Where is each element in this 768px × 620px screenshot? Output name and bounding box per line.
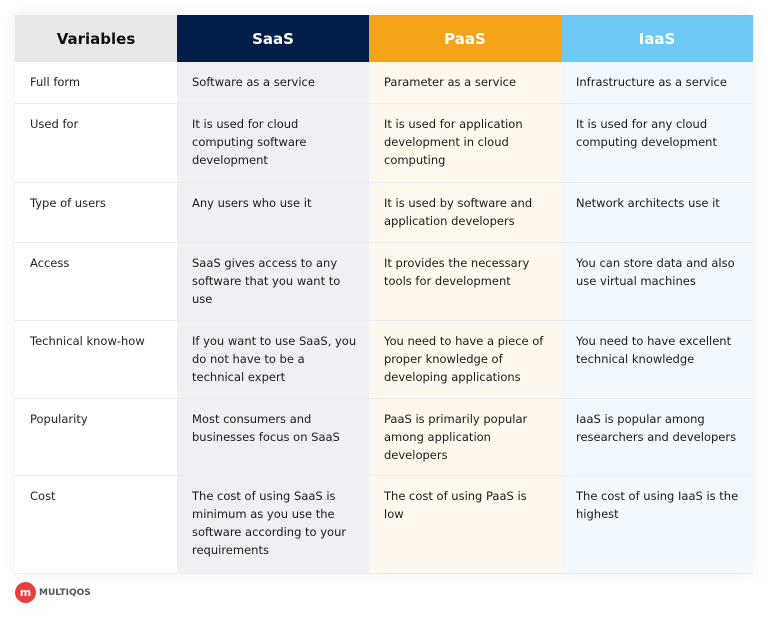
- table-row: Type of users Any users who use it It is u…: [15, 183, 753, 243]
- paas-cell: Parameter as a service: [369, 62, 561, 103]
- table-row: Access SaaS gives access to any software …: [15, 243, 753, 321]
- row-label: Used for: [15, 104, 177, 182]
- comparison-table: Variables SaaS PaaS IaaS Full form Softwa…: [15, 15, 753, 574]
- paas-cell: It is used by software and application d…: [369, 183, 561, 242]
- row-label: Access: [15, 243, 177, 320]
- saas-cell: It is used for cloud computing software …: [177, 104, 369, 182]
- header-variables: Variables: [15, 15, 177, 62]
- saas-cell: The cost of using SaaS is minimum as you…: [177, 476, 369, 573]
- table-row: Cost The cost of using SaaS is minimum as…: [15, 476, 753, 574]
- iaas-cell: The cost of using IaaS is the highest: [561, 476, 753, 573]
- saas-cell: If you want to use SaaS, you do not have…: [177, 321, 369, 398]
- iaas-cell: It is used for any cloud computing devel…: [561, 104, 753, 182]
- table-row: Technical know-how If you want to use Saa…: [15, 321, 753, 399]
- row-label: Full form: [15, 62, 177, 103]
- iaas-cell: You can store data and also use virtual …: [561, 243, 753, 320]
- table-row: Full form Software as a service Parameter …: [15, 62, 753, 104]
- table-row: Popularity Most consumers and businesses …: [15, 399, 753, 476]
- row-label: Cost: [15, 476, 177, 573]
- iaas-cell: Network architects use it: [561, 183, 753, 242]
- multiqos-logo: m MULTIQOS: [15, 582, 91, 603]
- paas-cell: PaaS is primarily popular among applicat…: [369, 399, 561, 475]
- iaas-cell: Infrastructure as a service: [561, 62, 753, 103]
- paas-cell: It provides the necessary tools for deve…: [369, 243, 561, 320]
- saas-cell: SaaS gives access to any software that y…: [177, 243, 369, 320]
- paas-cell: It is used for application development i…: [369, 104, 561, 182]
- row-label: Technical know-how: [15, 321, 177, 398]
- header-row: Variables SaaS PaaS IaaS: [15, 15, 753, 62]
- saas-cell: Software as a service: [177, 62, 369, 103]
- logo-mark-icon: m: [15, 582, 36, 603]
- table-row: Used for It is used for cloud computing s…: [15, 104, 753, 183]
- paas-cell: You need to have a piece of proper knowl…: [369, 321, 561, 398]
- row-label: Popularity: [15, 399, 177, 475]
- saas-cell: Any users who use it: [177, 183, 369, 242]
- paas-cell: The cost of using PaaS is low: [369, 476, 561, 573]
- row-label: Type of users: [15, 183, 177, 242]
- header-iaas: IaaS: [561, 15, 753, 62]
- header-saas: SaaS: [177, 15, 369, 62]
- iaas-cell: You need to have excellent technical kno…: [561, 321, 753, 398]
- logo-text: MULTIQOS: [39, 587, 91, 598]
- header-paas: PaaS: [369, 15, 561, 62]
- iaas-cell: IaaS is popular among researchers and de…: [561, 399, 753, 475]
- saas-cell: Most consumers and businesses focus on S…: [177, 399, 369, 475]
